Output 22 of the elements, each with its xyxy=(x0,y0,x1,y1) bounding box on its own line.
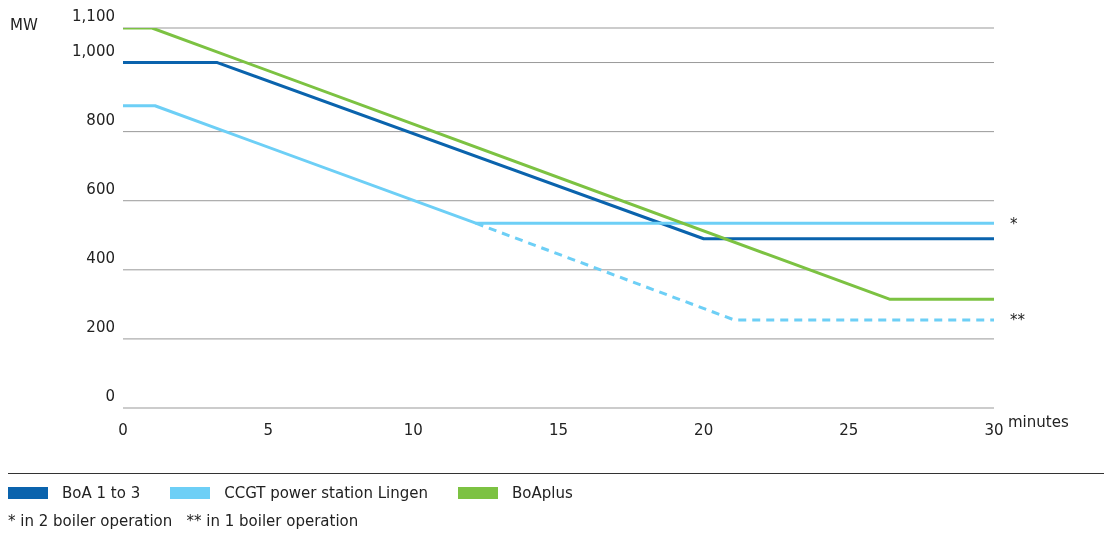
x-tick-label: 15 xyxy=(548,420,569,439)
x-tick-label: 30 xyxy=(984,420,1004,439)
y-tick-label: 0 xyxy=(105,387,115,406)
text: * in 2 boiler operation ** in 1 boiler operation xyxy=(8,512,360,530)
y-tick-label: 800 xyxy=(86,110,115,129)
x-tick-label: 0 xyxy=(118,420,128,439)
x-tick-label: 25 xyxy=(839,420,859,439)
y-tick-label: 1,100 xyxy=(72,7,115,26)
legend-label: BoA 1 to 3 xyxy=(62,484,141,502)
x-tick-label: 20 xyxy=(694,420,714,439)
y-tick-label: 200 xyxy=(86,318,115,337)
y-axis-title: MW xyxy=(10,16,38,34)
legend-label: BoAplus xyxy=(511,484,573,502)
y-tick-label: 600 xyxy=(86,180,115,199)
annotation: ** xyxy=(1010,311,1026,330)
x-tick-label: 5 xyxy=(263,420,273,439)
y-tick-label: 1,000 xyxy=(72,41,115,60)
x-axis-title: minutes xyxy=(1008,413,1069,431)
x-tick-label: 10 xyxy=(403,420,423,439)
annotation: * xyxy=(1010,214,1018,233)
y-tick-label: 400 xyxy=(86,249,115,268)
legend-label: CCGT power station Lingen xyxy=(224,484,428,502)
